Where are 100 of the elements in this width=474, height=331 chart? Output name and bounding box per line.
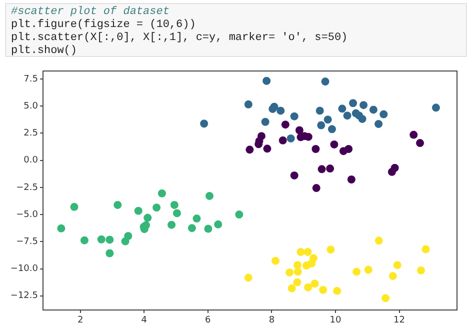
point [338,104,346,113]
point [324,116,332,124]
x-tick-label: 10 [330,316,342,326]
text: #scatter plot of dataset [11,6,170,19]
point [152,204,161,212]
point [244,100,252,108]
x-tick-label: 6 [205,316,212,326]
point [374,236,383,245]
point [290,112,298,120]
y-tick-label: −2.5 [16,182,38,193]
point [235,210,244,219]
point [170,200,178,209]
point [416,139,424,148]
y-tick-label: −12.5 [10,291,38,302]
point [304,248,312,256]
point [134,206,142,215]
point [410,130,418,139]
point [276,106,285,115]
point [388,272,397,280]
point [281,120,290,129]
point [286,268,294,276]
point [290,171,298,180]
x-tick-label: 8 [268,316,275,326]
point [319,286,328,294]
point [262,76,271,85]
point [97,235,106,244]
point [80,236,88,244]
point [317,121,326,130]
point [343,112,352,120]
point [263,144,272,153]
y-tick-label: 5.0 [24,101,38,112]
point [261,118,270,126]
point [114,200,122,209]
point [310,280,319,288]
text: plt.scatter(X[:,0], X[:,1], c=y, marker= 'o', s=50) [11,32,349,45]
point [347,175,356,184]
point [374,120,383,128]
point [390,164,399,172]
y-tick-label: −7.5 [16,236,38,247]
point [257,132,266,140]
point [204,224,212,233]
point [294,268,302,276]
point [349,99,358,108]
point [70,202,78,211]
point [106,236,114,244]
point [352,268,361,276]
point [316,106,324,115]
point [205,192,214,200]
x-tick-label: 2 [77,316,84,326]
point [344,145,353,154]
y-tick-label: −5.0 [16,210,38,220]
point [380,110,388,118]
point [422,245,430,254]
point [369,106,378,114]
point [144,214,152,222]
point [192,214,201,223]
point [318,165,326,174]
point [312,184,320,192]
point [57,224,66,232]
y-tick-label: 2.5 [24,128,38,139]
point [142,221,150,230]
point [200,120,208,128]
point [214,220,222,228]
text: plt.figure(figsize = (10,6)) [11,19,197,32]
point [106,249,114,258]
point [246,146,254,154]
point [328,125,336,134]
point [293,278,302,286]
x-tick-label: 4 [141,316,148,326]
point [296,248,305,256]
y-tick-label: 7.5 [24,74,38,84]
point [364,266,372,274]
point [326,164,334,173]
point [360,101,368,110]
point [382,294,390,302]
point [393,261,402,270]
point [188,224,196,232]
point [358,114,366,123]
point [278,136,287,144]
point [333,286,342,295]
point [124,232,132,240]
point [312,145,320,154]
text: plt.show() [11,45,78,58]
y-tick-label: 0.0 [24,156,38,166]
point [286,134,295,142]
y-tick-label: −10.0 [10,264,38,274]
point [272,256,280,265]
point [416,266,425,274]
point [295,126,304,134]
point [309,254,318,262]
point [172,209,181,218]
point [432,104,440,112]
point [168,220,176,229]
point [304,283,312,292]
point [326,246,335,254]
point [330,140,338,148]
point [158,189,166,198]
x-tick-label: 12 [394,316,405,326]
point [288,284,296,292]
point [294,261,302,270]
